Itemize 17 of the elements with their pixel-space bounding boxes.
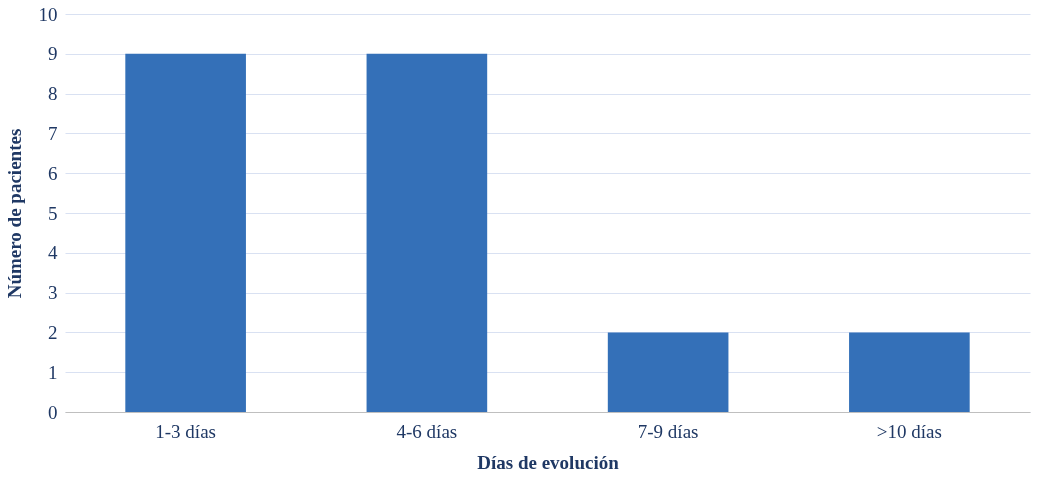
y-tick-label: 8 [48, 83, 58, 105]
x-tick-label: 4-6 días [396, 420, 458, 442]
y-tick-label: 4 [48, 242, 58, 264]
x-tick-label: >10 días [876, 420, 942, 442]
x-axis-title: Días de evolución [477, 451, 620, 473]
x-tick-label: 1-3 días [155, 420, 216, 442]
y-tick-label: 0 [48, 401, 58, 423]
y-tick-label: 1 [48, 361, 58, 383]
y-tick-label: 2 [48, 321, 58, 343]
y-tick-label: 3 [48, 282, 58, 304]
y-tick-label: 9 [48, 43, 58, 65]
y-tick-label: 6 [48, 162, 58, 184]
y-tick-label: 10 [38, 3, 58, 25]
x-tick-label: 7-9 días [637, 420, 699, 442]
y-axis-title: Número de pacientes [3, 128, 25, 299]
y-tick-label: 5 [48, 202, 58, 224]
y-tick-label: 7 [48, 122, 58, 144]
